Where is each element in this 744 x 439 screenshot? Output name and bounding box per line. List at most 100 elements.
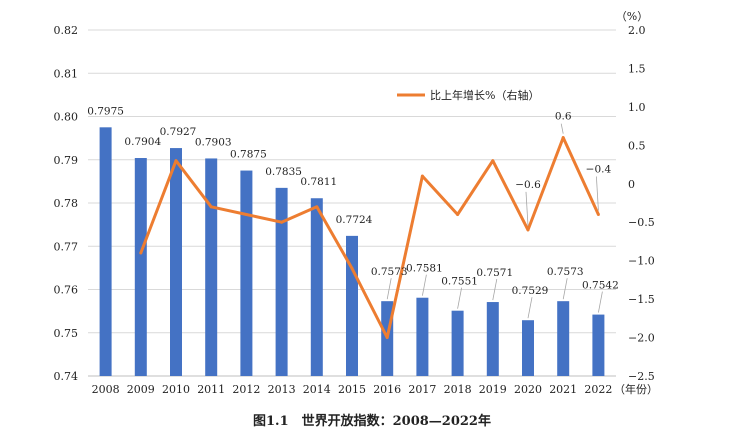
x-axis-tick-label: 2021 — [549, 383, 577, 396]
legend: 比上年增长%（右轴） — [397, 88, 539, 102]
bar — [99, 127, 112, 376]
right-axis-tick-label: −1.5 — [628, 293, 655, 306]
data-label-leader — [598, 291, 603, 313]
bar-data-label: 0.7581 — [406, 263, 443, 275]
bar-data-label: 0.7927 — [160, 126, 197, 138]
right-axis-tick-label: −2.5 — [628, 370, 655, 383]
line-point — [596, 213, 600, 217]
x-axis-tick-label: 2011 — [197, 383, 225, 396]
data-label-leader — [560, 123, 564, 134]
line-point — [209, 205, 213, 209]
data-label-leader — [422, 274, 427, 296]
left-axis-tick-label: 0.79 — [54, 154, 79, 167]
bar — [275, 187, 288, 376]
right-axis-tick-label: 1.0 — [628, 101, 646, 114]
right-axis-unit: （%） — [616, 10, 648, 23]
bar — [240, 170, 253, 376]
bar — [134, 158, 147, 376]
data-label-leader — [525, 191, 529, 226]
x-axis-tick-label: 2010 — [162, 383, 190, 396]
bar — [522, 320, 534, 376]
bar-data-label: 0.7724 — [336, 214, 373, 226]
line-data-label: −0.6 — [515, 179, 541, 191]
left-axis-tick-label: 0.80 — [54, 111, 79, 124]
bar — [416, 297, 429, 376]
bar — [346, 235, 358, 376]
bar — [310, 198, 323, 376]
bar-data-label: 0.7551 — [441, 276, 478, 288]
line-point — [420, 174, 424, 178]
x-axis-tick-label: 2015 — [338, 383, 366, 396]
bar-data-label: 0.7542 — [582, 280, 619, 292]
x-axis-tick-label: 2020 — [514, 383, 542, 396]
bar-data-label: 0.7875 — [230, 149, 267, 161]
growth-line-series — [139, 136, 600, 340]
right-axis-tick-label: 2.0 — [628, 24, 646, 37]
line-point — [385, 336, 389, 340]
growth-line — [139, 136, 600, 340]
figure-caption: 图1.1 世界开放指数：2008—2022年 — [253, 413, 491, 429]
bar-data-label: 0.7571 — [476, 267, 513, 279]
line-point — [456, 213, 460, 217]
x-axis-tick-label: 2014 — [303, 383, 331, 396]
bar-series — [99, 127, 605, 376]
x-axis-tick-label: 2008 — [92, 383, 120, 396]
data-label-leader — [596, 176, 599, 211]
bar — [170, 148, 182, 376]
data-label-leader — [492, 278, 498, 301]
legend-label: 比上年增长%（右轴） — [430, 88, 539, 102]
data-label-leader — [386, 278, 392, 300]
left-axis-tick-label: 0.76 — [54, 284, 79, 297]
bar-data-label: 0.7835 — [265, 166, 302, 178]
line-point — [315, 205, 319, 209]
left-axis-tick-label: 0.78 — [54, 197, 79, 210]
x-axis-tick-label: 2016 — [373, 383, 401, 396]
right-axis-tick-label: −2.0 — [628, 332, 655, 345]
right-axis-tick-label: 0.5 — [628, 139, 646, 152]
left-axis-tick-label: 0.75 — [54, 327, 79, 340]
right-axis-tick-label: 1.5 — [628, 62, 646, 75]
left-axis-tick-label: 0.81 — [54, 67, 79, 80]
x-axis-tick-label: 2009 — [127, 383, 155, 396]
right-axis-tick-label: −0.5 — [628, 216, 655, 229]
line-point — [244, 213, 248, 217]
bar — [205, 158, 218, 376]
line-point — [561, 136, 565, 140]
bar — [486, 302, 499, 376]
x-axis-tick-label: 2019 — [479, 383, 507, 396]
bar-data-label: 0.7811 — [300, 176, 337, 188]
right-axis-tick-label: 0 — [628, 178, 635, 191]
x-axis-tick-label: 2018 — [444, 383, 472, 396]
bar — [557, 301, 570, 376]
x-axis-tick-label: 2022 — [584, 383, 612, 396]
right-axis-tick-label: −1.0 — [628, 255, 655, 268]
bar-data-label: 0.7529 — [512, 285, 549, 297]
bar-data-label: 0.7975 — [87, 105, 124, 117]
left-axis-tick-label: 0.74 — [54, 370, 79, 383]
line-point — [350, 266, 354, 270]
x-axis-tick-label: 2013 — [268, 383, 296, 396]
line-point — [491, 159, 495, 163]
line-data-label: −0.4 — [586, 164, 612, 176]
bar-data-label: 0.7904 — [124, 136, 161, 148]
x-axis-tick-label: 2012 — [232, 383, 260, 396]
bar-data-label: 0.7903 — [195, 136, 232, 148]
x-axis-tick-label: 2017 — [408, 383, 436, 396]
x-axis-unit: （年份） — [614, 382, 658, 396]
line-point — [526, 228, 530, 232]
line-point — [174, 159, 178, 163]
bar-data-label: 0.7573 — [371, 266, 408, 278]
line-point — [139, 251, 143, 255]
bar-data-label: 0.7573 — [547, 266, 584, 278]
bar — [451, 310, 464, 376]
line-point — [280, 220, 284, 224]
data-label-leader — [562, 278, 568, 300]
bar — [592, 314, 605, 376]
data-label-leader — [457, 287, 462, 309]
left-axis-tick-label: 0.77 — [54, 240, 79, 253]
line-data-label: 0.6 — [555, 111, 572, 123]
data-label-leader — [527, 297, 533, 319]
left-axis-tick-label: 0.82 — [54, 24, 79, 37]
